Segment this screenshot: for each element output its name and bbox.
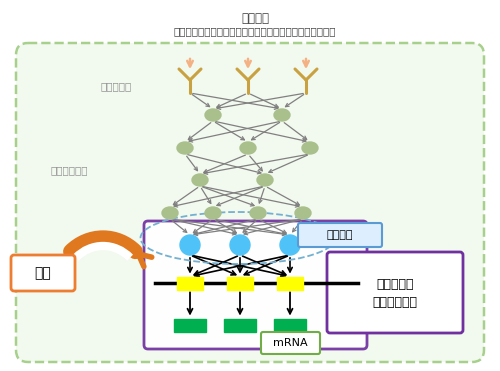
- Ellipse shape: [295, 207, 311, 219]
- Text: 予測: 予測: [34, 266, 51, 280]
- Ellipse shape: [250, 207, 266, 219]
- FancyBboxPatch shape: [16, 43, 484, 362]
- Ellipse shape: [205, 109, 221, 121]
- Bar: [277, 276, 303, 289]
- Bar: [227, 276, 253, 289]
- Text: 遺伝子制御
ネットワーク: 遺伝子制御 ネットワーク: [372, 278, 418, 309]
- Bar: [177, 276, 203, 289]
- Text: レセプター: レセプター: [100, 81, 132, 91]
- FancyBboxPatch shape: [11, 255, 75, 291]
- Ellipse shape: [205, 207, 221, 219]
- Ellipse shape: [192, 174, 208, 186]
- Bar: [274, 318, 306, 332]
- Bar: [224, 318, 256, 332]
- FancyBboxPatch shape: [144, 221, 367, 349]
- FancyBboxPatch shape: [261, 332, 320, 354]
- Ellipse shape: [274, 109, 290, 121]
- Ellipse shape: [302, 142, 318, 154]
- Circle shape: [280, 235, 300, 255]
- Text: （サイトカイン、ケモカイン、成長因子、ストレスなど）: （サイトカイン、ケモカイン、成長因子、ストレスなど）: [174, 26, 336, 36]
- Text: シグナル伝達: シグナル伝達: [50, 165, 88, 175]
- Circle shape: [230, 235, 250, 255]
- Circle shape: [180, 235, 200, 255]
- Ellipse shape: [177, 142, 193, 154]
- FancyBboxPatch shape: [298, 223, 382, 247]
- Text: mRNA: mRNA: [272, 338, 308, 348]
- Text: 外部刺激: 外部刺激: [241, 12, 269, 25]
- Text: 転写因子: 転写因子: [327, 230, 353, 240]
- Ellipse shape: [257, 174, 273, 186]
- Ellipse shape: [162, 207, 178, 219]
- Ellipse shape: [240, 142, 256, 154]
- FancyBboxPatch shape: [327, 252, 463, 333]
- Bar: [174, 318, 206, 332]
